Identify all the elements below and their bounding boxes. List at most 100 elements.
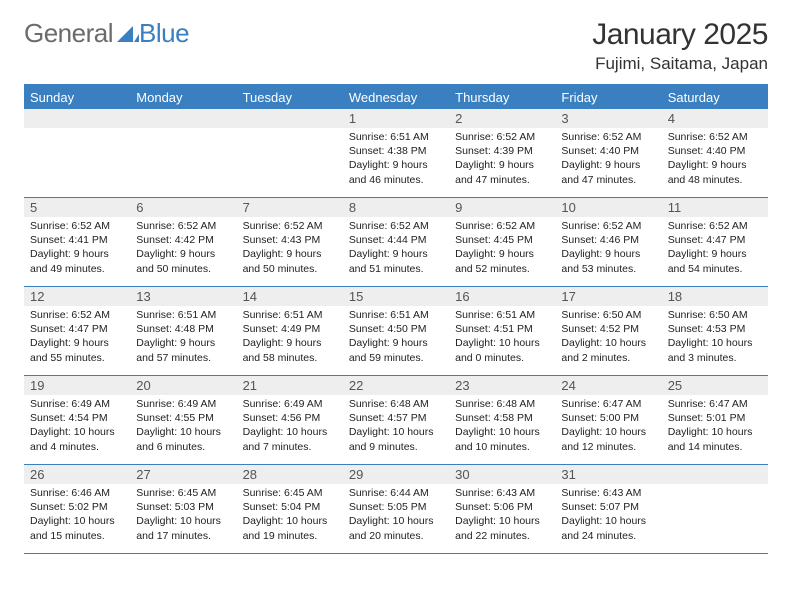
day-header: Saturday [662,86,768,109]
daylight-text: Daylight: 9 hours and 50 minutes. [136,247,230,275]
day-details: Sunrise: 6:49 AMSunset: 4:56 PMDaylight:… [237,395,343,458]
sunrise-text: Sunrise: 6:51 AM [349,130,443,144]
day-header: Thursday [449,86,555,109]
day-number: 22 [343,376,449,395]
sunrise-text: Sunrise: 6:46 AM [30,486,124,500]
sunrise-text: Sunrise: 6:47 AM [668,397,762,411]
day-number: 2 [449,109,555,128]
day-number: 21 [237,376,343,395]
sunset-text: Sunset: 4:47 PM [668,233,762,247]
sunset-text: Sunset: 4:40 PM [668,144,762,158]
month-title: January 2025 [592,18,768,52]
day-header: Tuesday [237,86,343,109]
daylight-text: Daylight: 9 hours and 57 minutes. [136,336,230,364]
sunrise-text: Sunrise: 6:52 AM [30,219,124,233]
day-number: 16 [449,287,555,306]
sunset-text: Sunset: 4:49 PM [243,322,337,336]
calendar-cell: 28Sunrise: 6:45 AMSunset: 5:04 PMDayligh… [237,465,343,553]
sunrise-text: Sunrise: 6:50 AM [561,308,655,322]
sunrise-text: Sunrise: 6:45 AM [136,486,230,500]
calendar-cell: 2Sunrise: 6:52 AMSunset: 4:39 PMDaylight… [449,109,555,197]
day-details: Sunrise: 6:47 AMSunset: 5:01 PMDaylight:… [662,395,768,458]
calendar-week: 5Sunrise: 6:52 AMSunset: 4:41 PMDaylight… [24,198,768,287]
sunrise-text: Sunrise: 6:51 AM [243,308,337,322]
day-number: 8 [343,198,449,217]
sunrise-text: Sunrise: 6:51 AM [349,308,443,322]
calendar-cell: 3Sunrise: 6:52 AMSunset: 4:40 PMDaylight… [555,109,661,197]
day-details: Sunrise: 6:49 AMSunset: 4:55 PMDaylight:… [130,395,236,458]
calendar-cell: 27Sunrise: 6:45 AMSunset: 5:03 PMDayligh… [130,465,236,553]
sunset-text: Sunset: 5:05 PM [349,500,443,514]
day-details: Sunrise: 6:52 AMSunset: 4:46 PMDaylight:… [555,217,661,280]
day-details: Sunrise: 6:52 AMSunset: 4:39 PMDaylight:… [449,128,555,191]
daylight-text: Daylight: 10 hours and 20 minutes. [349,514,443,542]
sunrise-text: Sunrise: 6:50 AM [668,308,762,322]
daylight-text: Daylight: 9 hours and 49 minutes. [30,247,124,275]
day-number: 6 [130,198,236,217]
calendar-cell: 30Sunrise: 6:43 AMSunset: 5:06 PMDayligh… [449,465,555,553]
sunrise-text: Sunrise: 6:52 AM [455,219,549,233]
daylight-text: Daylight: 10 hours and 12 minutes. [561,425,655,453]
day-details: Sunrise: 6:46 AMSunset: 5:02 PMDaylight:… [24,484,130,547]
day-details: Sunrise: 6:52 AMSunset: 4:43 PMDaylight:… [237,217,343,280]
calendar-cell: 16Sunrise: 6:51 AMSunset: 4:51 PMDayligh… [449,287,555,375]
sunset-text: Sunset: 5:02 PM [30,500,124,514]
sunset-text: Sunset: 4:39 PM [455,144,549,158]
calendar-cell: 15Sunrise: 6:51 AMSunset: 4:50 PMDayligh… [343,287,449,375]
day-number: 30 [449,465,555,484]
day-details: Sunrise: 6:52 AMSunset: 4:41 PMDaylight:… [24,217,130,280]
sunrise-text: Sunrise: 6:43 AM [561,486,655,500]
daylight-text: Daylight: 9 hours and 53 minutes. [561,247,655,275]
day-details: Sunrise: 6:45 AMSunset: 5:03 PMDaylight:… [130,484,236,547]
sunrise-text: Sunrise: 6:49 AM [30,397,124,411]
calendar-cell: 25Sunrise: 6:47 AMSunset: 5:01 PMDayligh… [662,376,768,464]
sunset-text: Sunset: 4:47 PM [30,322,124,336]
day-number: 28 [237,465,343,484]
day-number: 10 [555,198,661,217]
day-number: 20 [130,376,236,395]
day-number: 1 [343,109,449,128]
calendar-cell: 21Sunrise: 6:49 AMSunset: 4:56 PMDayligh… [237,376,343,464]
day-details: Sunrise: 6:52 AMSunset: 4:44 PMDaylight:… [343,217,449,280]
calendar-cell: 31Sunrise: 6:43 AMSunset: 5:07 PMDayligh… [555,465,661,553]
day-header: Wednesday [343,86,449,109]
daylight-text: Daylight: 10 hours and 15 minutes. [30,514,124,542]
daylight-text: Daylight: 10 hours and 3 minutes. [668,336,762,364]
daylight-text: Daylight: 10 hours and 0 minutes. [455,336,549,364]
daylight-text: Daylight: 9 hours and 51 minutes. [349,247,443,275]
day-number: 7 [237,198,343,217]
sunset-text: Sunset: 4:51 PM [455,322,549,336]
day-number: 12 [24,287,130,306]
day-details: Sunrise: 6:51 AMSunset: 4:49 PMDaylight:… [237,306,343,369]
day-details: Sunrise: 6:52 AMSunset: 4:47 PMDaylight:… [24,306,130,369]
location-text: Fujimi, Saitama, Japan [592,54,768,74]
day-details: Sunrise: 6:44 AMSunset: 5:05 PMDaylight:… [343,484,449,547]
sunrise-text: Sunrise: 6:49 AM [243,397,337,411]
daylight-text: Daylight: 10 hours and 9 minutes. [349,425,443,453]
calendar-cell: . [237,109,343,197]
day-header-row: Sunday Monday Tuesday Wednesday Thursday… [24,86,768,109]
daylight-text: Daylight: 10 hours and 4 minutes. [30,425,124,453]
calendar-cell: 4Sunrise: 6:52 AMSunset: 4:40 PMDaylight… [662,109,768,197]
sunset-text: Sunset: 4:54 PM [30,411,124,425]
day-details: Sunrise: 6:52 AMSunset: 4:45 PMDaylight:… [449,217,555,280]
sunrise-text: Sunrise: 6:52 AM [243,219,337,233]
sunset-text: Sunset: 5:06 PM [455,500,549,514]
day-details: Sunrise: 6:52 AMSunset: 4:40 PMDaylight:… [555,128,661,191]
sunset-text: Sunset: 4:44 PM [349,233,443,247]
sunrise-text: Sunrise: 6:49 AM [136,397,230,411]
sunset-text: Sunset: 5:00 PM [561,411,655,425]
sunset-text: Sunset: 5:03 PM [136,500,230,514]
daylight-text: Daylight: 9 hours and 59 minutes. [349,336,443,364]
calendar-week: 26Sunrise: 6:46 AMSunset: 5:02 PMDayligh… [24,465,768,554]
day-header: Sunday [24,86,130,109]
sunrise-text: Sunrise: 6:48 AM [455,397,549,411]
calendar-cell: 19Sunrise: 6:49 AMSunset: 4:54 PMDayligh… [24,376,130,464]
daylight-text: Daylight: 9 hours and 46 minutes. [349,158,443,186]
day-number: . [24,109,130,128]
sunset-text: Sunset: 4:38 PM [349,144,443,158]
daylight-text: Daylight: 10 hours and 7 minutes. [243,425,337,453]
daylight-text: Daylight: 9 hours and 55 minutes. [30,336,124,364]
calendar-cell: 29Sunrise: 6:44 AMSunset: 5:05 PMDayligh… [343,465,449,553]
day-number: 4 [662,109,768,128]
